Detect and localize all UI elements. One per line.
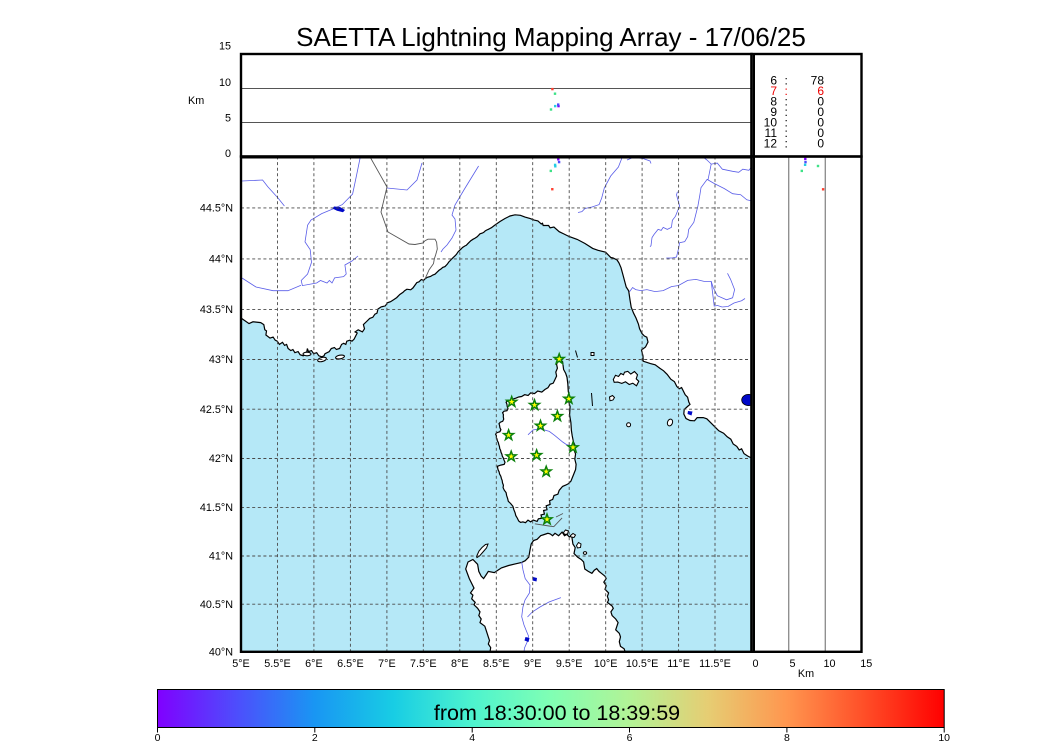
svg-text:9°E: 9°E	[524, 658, 542, 670]
svg-text:7: 7	[770, 84, 777, 98]
svg-text:5°E: 5°E	[232, 658, 250, 670]
svg-text::: :	[785, 73, 788, 87]
svg-text:9.5°E: 9.5°E	[556, 658, 583, 670]
svg-text:42°N: 42°N	[209, 453, 233, 465]
svg-text:42.5°N: 42.5°N	[200, 404, 233, 416]
svg-text:10: 10	[823, 658, 835, 670]
svg-text:from 18:30:00 to 18:39:59: from 18:30:00 to 18:39:59	[434, 701, 680, 725]
svg-text:15: 15	[860, 658, 872, 670]
svg-text::: :	[785, 105, 788, 119]
svg-text:Km: Km	[188, 95, 204, 107]
svg-text:8: 8	[784, 732, 790, 744]
svg-text::: :	[785, 94, 788, 108]
svg-text:10°E: 10°E	[594, 658, 618, 670]
svg-text:6: 6	[770, 73, 777, 87]
svg-text::: :	[785, 84, 788, 98]
svg-text:5: 5	[225, 112, 231, 124]
svg-text:Km: Km	[798, 668, 814, 680]
svg-text:6.5°E: 6.5°E	[337, 658, 364, 670]
svg-text::: :	[785, 115, 788, 129]
svg-text:8°E: 8°E	[451, 658, 469, 670]
svg-text:12: 12	[764, 136, 778, 150]
svg-text:0: 0	[817, 94, 824, 108]
svg-text:6: 6	[817, 84, 824, 98]
svg-text::: :	[785, 126, 788, 140]
svg-text:6: 6	[627, 732, 633, 744]
svg-text:11°E: 11°E	[667, 658, 690, 670]
svg-text:8.5°E: 8.5°E	[483, 658, 510, 670]
svg-text:10: 10	[219, 77, 231, 89]
svg-text:40.5°N: 40.5°N	[200, 599, 233, 611]
svg-text::: :	[785, 136, 788, 150]
svg-text:0: 0	[817, 105, 824, 119]
svg-text:11.5°E: 11.5°E	[699, 658, 731, 670]
svg-text:6°E: 6°E	[305, 658, 323, 670]
svg-text:8: 8	[770, 94, 777, 108]
svg-text:0: 0	[752, 658, 758, 670]
svg-text:SAETTA Lightning Mapping Array: SAETTA Lightning Mapping Array - 17/06/2…	[296, 22, 806, 52]
svg-text:7°E: 7°E	[378, 658, 396, 670]
svg-text:9: 9	[770, 105, 777, 119]
svg-text:5: 5	[789, 658, 795, 670]
svg-text:2: 2	[312, 732, 318, 744]
svg-text:0: 0	[817, 126, 824, 140]
svg-text:0: 0	[817, 115, 824, 129]
svg-text:0: 0	[155, 732, 161, 744]
svg-text:43°N: 43°N	[209, 354, 233, 366]
svg-text:44.5°N: 44.5°N	[200, 203, 233, 215]
svg-text:78: 78	[811, 73, 825, 87]
svg-text:40°N: 40°N	[209, 647, 233, 659]
svg-text:10.5°E: 10.5°E	[626, 658, 659, 670]
svg-text:41.5°N: 41.5°N	[200, 502, 233, 514]
svg-text:10: 10	[938, 732, 950, 744]
svg-text:0: 0	[225, 148, 231, 160]
svg-text:41°N: 41°N	[209, 551, 233, 563]
svg-text:11: 11	[765, 126, 778, 140]
svg-text:4: 4	[469, 732, 475, 744]
svg-text:0: 0	[817, 136, 824, 150]
svg-text:15: 15	[219, 41, 231, 53]
svg-text:10: 10	[764, 115, 778, 129]
svg-text:43.5°N: 43.5°N	[200, 304, 233, 316]
svg-text:5.5°E: 5.5°E	[264, 658, 291, 670]
svg-text:44°N: 44°N	[209, 254, 233, 266]
svg-text:7.5°E: 7.5°E	[410, 658, 437, 670]
